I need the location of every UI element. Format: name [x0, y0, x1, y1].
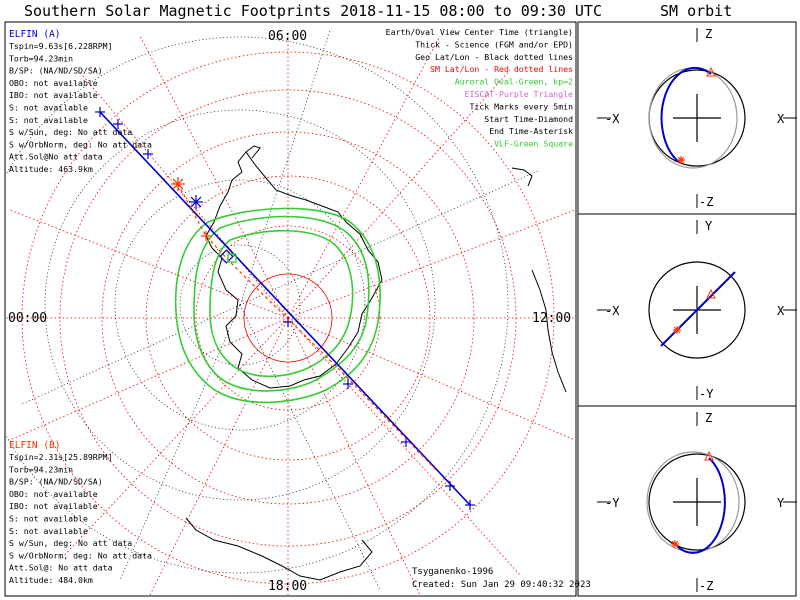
probe-b-info-line: Tspin=2.31s[25.89RPM] [9, 452, 113, 462]
coastline-fragment [531, 269, 567, 393]
probe-b-name: ELFIN (B) [9, 440, 60, 451]
elfin-a-end-asterisk [190, 196, 202, 208]
axis-label-right: X [777, 304, 785, 318]
probe-b-info-line: S w/Sun, deg: No att data [9, 538, 132, 548]
probe-a-info-line: OBO: not available [9, 78, 98, 88]
map-legend: Earth/Oval View Center Time (triangle) Th… [386, 27, 573, 149]
elfin-b-track [171, 177, 437, 471]
probe-a-info-line: B/SP: (NA/ND/SD/SA) [9, 66, 103, 76]
elfin-a-track-line [99, 111, 471, 506]
geo-grid [6, 29, 541, 591]
probe-a-info-line: Tspin=9.63s[6.228RPM] [9, 41, 113, 51]
antarctic-peninsula [245, 145, 261, 159]
legend-entry: Start Time-Diamond [484, 114, 573, 124]
orbit-ellipse-a [660, 66, 712, 163]
model-label: Tsyganenko-1996 [412, 567, 493, 577]
elfin-a-track [95, 107, 475, 510]
axis-label-top: Z [705, 27, 712, 41]
probe-b-info-line: B/SP: (NA/ND/SD/SA) [9, 477, 103, 487]
probe-b-info-line: OBO: not available [9, 489, 98, 499]
legend-entry: SM Lat/Lon - Red dotted lines [430, 64, 573, 74]
orbit-track-yz [646, 450, 740, 554]
probe-a-info-line: S w/OrbNorm, deg: No att data [9, 139, 152, 149]
elfin-b-end-asterisk [172, 178, 184, 190]
probe-b-info-line: Torb=94.23min [9, 464, 73, 474]
axis-label-left: -X [605, 304, 620, 318]
elfin-a-start-diamond [219, 249, 234, 264]
orbit-ellipse-a [676, 457, 726, 554]
axis-label-bottom: -Z [699, 195, 713, 209]
legend-entry: Geo Lat/Lon - Black dotted lines [415, 52, 573, 62]
probe-a-name: ELFIN (A) [9, 29, 60, 40]
south-america-coastline [185, 517, 373, 581]
legend-entry: VLF-Green Square [494, 139, 573, 149]
coastline-fragment-2 [511, 167, 533, 187]
legend-entry: Earth/Oval View Center Time (triangle) [386, 27, 573, 37]
legend-entry: Thick - Science (FGM and/or EPD) [415, 39, 573, 49]
time-label-top: 06:00 [268, 29, 307, 44]
vlf-green-square [227, 253, 237, 263]
orbit-ellipse-b [646, 451, 740, 553]
orbit-track-xy [660, 271, 736, 347]
orbit-end-asterisk [677, 156, 685, 164]
legend-entry: Tick Marks every 5min [469, 101, 573, 111]
view-triangle [706, 66, 716, 77]
legend-entry: End Time-Asterisk [489, 126, 573, 136]
time-label-bottom: 18:00 [268, 579, 307, 594]
probe-a-info-line: Torb=94.23min [9, 53, 73, 63]
axis-label-right: X [777, 112, 785, 126]
orbit-end-asterisk [671, 540, 679, 548]
orbit-panels: Z -Z -X X Y -Y -X X Z -Z -Y Y [597, 27, 797, 593]
antarctica-coastline [205, 151, 383, 389]
axis-label-bottom: -Z [699, 579, 713, 593]
main-title: Southern Solar Magnetic Footprints 2018-… [24, 2, 602, 20]
probe-a-info-line: IBO: not available [9, 90, 98, 100]
probe-b-info-line: S: not available [9, 526, 88, 536]
elfin-b-track-line [177, 183, 437, 471]
probe-a-info-line: Att.Sol@No att data [9, 152, 103, 162]
polar-map [6, 29, 575, 595]
orbit-end-asterisk [673, 326, 681, 334]
elfin-b-info: ELFIN (B)Tspin=2.31s[25.89RPM] Torb=94.23… [9, 440, 152, 585]
time-label-right: 12:00 [532, 311, 571, 326]
probe-b-info-line: IBO: not available [9, 501, 98, 511]
probe-b-info-line: Altitude: 484.0km [9, 575, 93, 585]
legend-entry: Auroral Oval-Green, kp=2 [455, 77, 573, 87]
probe-a-info-line: S w/Sun, deg: No att data [9, 127, 132, 137]
axis-label-top: Z [705, 411, 712, 425]
earth-circle [648, 261, 746, 359]
axis-label-left: -X [605, 112, 620, 126]
probe-b-info-line: S: not available [9, 514, 88, 524]
orbit-track-xz [648, 66, 738, 169]
created-label: Created: Sun Jan 29 09:40:32 2023 [412, 580, 591, 590]
orbit-panel-frame-yz [577, 405, 797, 597]
orbit-line [660, 271, 736, 347]
sm-meridians [6, 30, 575, 595]
probe-a-info-line: Altitude: 463.9km [9, 164, 93, 174]
probe-a-info-line: S: not available [9, 103, 88, 113]
probe-b-info-line: Att.Sol@: No att data [9, 563, 113, 573]
time-label-left: 00:00 [8, 311, 47, 326]
legend-entry: EISCAT-Purple Triangle [465, 89, 574, 99]
axis-label-right: Y [777, 496, 785, 510]
orbit-panel: Z -Z -X X [597, 27, 797, 209]
view-triangle [706, 288, 716, 299]
map-frame [4, 21, 577, 597]
probe-a-info-line: S: not available [9, 115, 88, 125]
axis-label-left: -Y [605, 496, 620, 510]
axis-label-bottom: -Y [699, 387, 714, 401]
axis-label-top: Y [705, 219, 713, 233]
auroral-oval [174, 207, 381, 404]
view-triangle [704, 450, 714, 461]
elfin-a-info: ELFIN (A)Tspin=9.63s[6.228RPM] Torb=94.23… [9, 29, 152, 174]
orbit-panel: Z -Z -Y Y [597, 411, 797, 593]
orbit-title: SM orbit [660, 2, 733, 20]
probe-b-info-line: S w/OrbNorm, deg: No att data [9, 550, 152, 560]
earth-circle [648, 453, 746, 551]
